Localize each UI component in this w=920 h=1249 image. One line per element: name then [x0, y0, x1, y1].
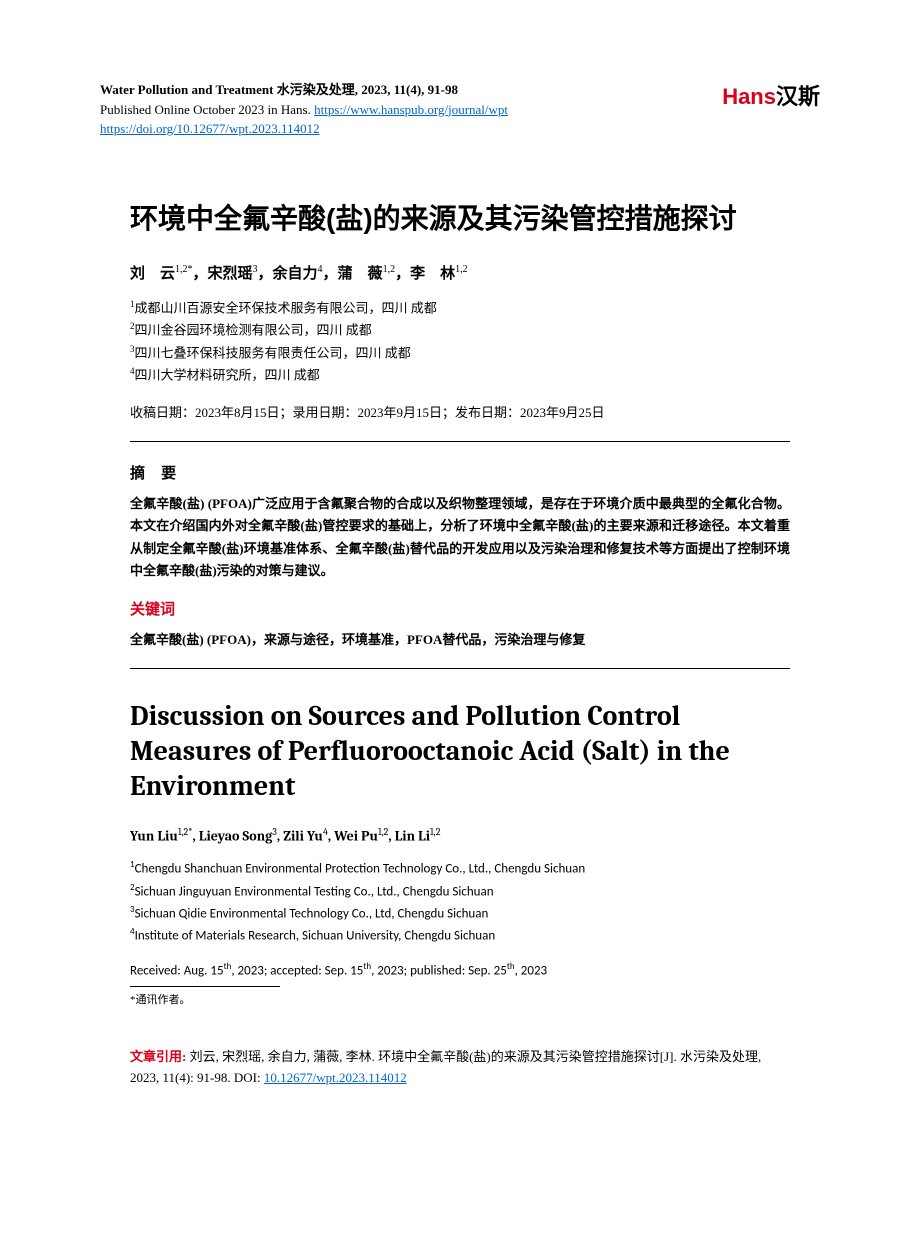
affil-item: 1成都山川百源安全环保技术服务有限公司，四川 成都 — [130, 297, 790, 319]
publisher-logo: Hans汉斯 — [722, 80, 820, 113]
divider — [130, 441, 790, 442]
citation-text: 刘云, 宋烈瑶, 余自力, 蒲薇, 李林. 环境中全氟辛酸(盐)的来源及其污染管… — [130, 1049, 761, 1085]
abstract-text-cn: 全氟辛酸(盐) (PFOA)广泛应用于含氟聚合物的合成以及织物整理领域，是存在于… — [130, 493, 790, 581]
citation-label: 文章引用: — [130, 1049, 190, 1064]
journal-url-link[interactable]: https://www.hanspub.org/journal/wpt — [314, 102, 508, 117]
dates-en: Received: Aug. 15th, 2023; accepted: Sep… — [130, 961, 790, 978]
abstract-heading-cn: 摘 要 — [130, 462, 790, 483]
affiliations-en: 1Chengdu Shanchuan Environmental Protect… — [130, 858, 790, 947]
logo-cn: 汉斯 — [776, 84, 820, 109]
affil-item: 3四川七叠环保科技服务有限责任公司，四川 成都 — [130, 342, 790, 364]
published-line: Published Online October 2023 in Hans. h… — [100, 100, 820, 120]
affil-item: 4四川大学材料研究所，四川 成都 — [130, 364, 790, 386]
affil-item: 2Sichuan Jinguyuan Environmental Testing… — [130, 881, 790, 903]
divider — [130, 668, 790, 669]
affil-item: 3Sichuan Qidie Environmental Technology … — [130, 903, 790, 925]
keywords-cn: 全氟辛酸(盐) (PFOA)，来源与途径，环境基准，PFOA替代品，污染治理与修… — [130, 629, 790, 648]
authors-cn: 刘 云1,2*，宋烈瑶3，余自力4，蒲 薇1,2，李 林1,2 — [130, 262, 790, 283]
doi-label: DOI: — [234, 1070, 264, 1085]
journal-citation: Water Pollution and Treatment 水污染及处理, 20… — [100, 80, 820, 100]
corresponding-author-note: *通讯作者。 — [130, 991, 790, 1007]
affil-item: 4Institute of Materials Research, Sichua… — [130, 925, 790, 947]
authors-en: Yun Liu1,2*, Lieyao Song3, Zili Yu4, Wei… — [130, 826, 790, 845]
article-citation: 文章引用: 刘云, 宋烈瑶, 余自力, 蒲薇, 李林. 环境中全氟辛酸(盐)的来… — [130, 1047, 790, 1089]
doi-link[interactable]: https://doi.org/10.12677/wpt.2023.114012 — [100, 121, 320, 136]
affil-item: 1Chengdu Shanchuan Environmental Protect… — [130, 858, 790, 880]
footnote-divider — [130, 986, 280, 987]
article-title-cn: 环境中全氟辛酸(盐)的来源及其污染管控措施探讨 — [130, 199, 790, 238]
pub-prefix: Published Online October 2023 in Hans. — [100, 102, 314, 117]
logo-hans: Hans — [722, 84, 776, 109]
dates-cn: 收稿日期：2023年8月15日；录用日期：2023年9月15日；发布日期：202… — [130, 402, 790, 421]
article-title-en: Discussion on Sources and Pollution Cont… — [130, 699, 790, 804]
doi-line: https://doi.org/10.12677/wpt.2023.114012 — [100, 119, 820, 139]
affil-item: 2四川金谷园环境检测有限公司，四川 成都 — [130, 319, 790, 341]
affiliations-cn: 1成都山川百源安全环保技术服务有限公司，四川 成都 2四川金谷园环境检测有限公司… — [130, 297, 790, 387]
keywords-heading-cn: 关键词 — [130, 598, 790, 619]
citation-doi-link[interactable]: 10.12677/wpt.2023.114012 — [264, 1070, 407, 1085]
journal-header: Water Pollution and Treatment 水污染及处理, 20… — [100, 80, 820, 139]
